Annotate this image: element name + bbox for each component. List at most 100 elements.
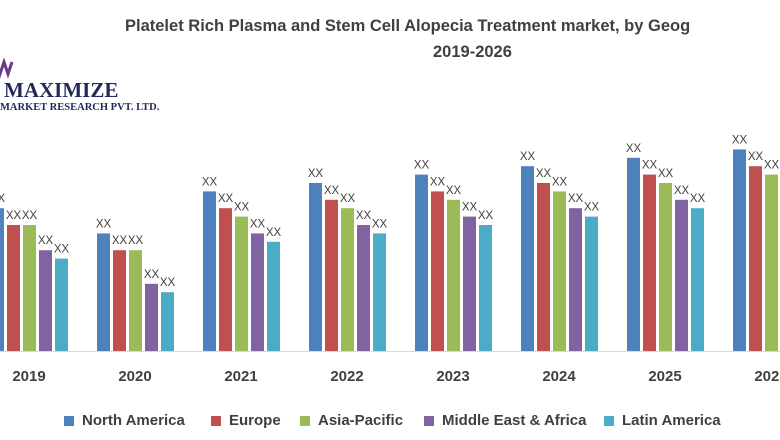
legend-label: Europe: [229, 412, 281, 429]
data-label: XX: [584, 202, 600, 214]
logo-subtext: MARKET RESEARCH PVT. LTD.: [0, 102, 160, 113]
data-label: XX: [674, 185, 690, 197]
data-label: XX: [54, 244, 70, 256]
bar-2026-0: [733, 149, 746, 351]
legend-swatch: [64, 415, 74, 426]
data-label: XX: [462, 202, 478, 214]
bar-2020-0: [97, 233, 110, 351]
bar-2022-4: [373, 233, 386, 351]
bar-2021-3: [251, 233, 264, 351]
bar-2022-2: [341, 208, 354, 351]
data-label: XX: [732, 134, 748, 146]
data-label: XX: [372, 218, 388, 230]
data-label: XX: [520, 151, 536, 163]
x-tick-label: 2021: [224, 368, 257, 385]
x-tick-label: 2023: [436, 368, 469, 385]
bar-2022-3: [357, 225, 370, 351]
bar-2021-2: [235, 216, 248, 351]
bar-2026-2: [765, 174, 778, 351]
data-label: XX: [478, 210, 494, 222]
bar-2019-4: [55, 258, 68, 351]
data-label: XX: [626, 143, 642, 155]
bar-2019-0: [0, 208, 4, 351]
legend: North America Europe Asia-Pacific Middle Ea…: [0, 412, 780, 434]
data-label: XX: [340, 193, 356, 205]
bar-2026-1: [749, 166, 762, 351]
data-label: XX: [536, 168, 552, 180]
logo-text: MAXIMIZE: [4, 78, 119, 102]
bar-2025-4: [691, 208, 704, 351]
bar-2025-2: [659, 183, 672, 351]
legend-swatch: [300, 415, 310, 426]
bar-2019-3: [39, 250, 52, 351]
x-tick-label: 2025: [648, 368, 681, 385]
legend-swatch: [604, 415, 614, 426]
data-label: XX: [112, 235, 128, 247]
data-label: XX: [324, 185, 340, 197]
data-label: XX: [6, 210, 22, 222]
data-label: XX: [250, 218, 266, 230]
bar-2024-0: [521, 166, 534, 351]
data-label: XX: [234, 202, 250, 214]
legend-item: Middle East & Africa: [424, 412, 586, 429]
bar-2023-2: [447, 199, 460, 351]
bar-2023-3: [463, 216, 476, 351]
legend-label: North America: [82, 412, 185, 429]
data-label: XX: [658, 168, 674, 180]
data-label: XX: [552, 176, 568, 188]
bar-2025-0: [627, 157, 640, 351]
logo-mark-icon: [0, 58, 14, 79]
legend-label: Middle East & Africa: [442, 412, 587, 429]
legend-swatch: [424, 415, 434, 426]
x-tick-label: 2026: [754, 368, 780, 385]
data-label: XX: [22, 210, 38, 222]
x-tick-label: 2020: [118, 368, 151, 385]
chart-subtitle: 2019-2026: [433, 43, 512, 61]
legend-item: Europe: [211, 412, 281, 429]
bar-2024-3: [569, 208, 582, 351]
data-label: XX: [160, 277, 176, 289]
data-label: XX: [266, 227, 282, 239]
bar-2020-4: [161, 292, 174, 351]
data-label: XX: [414, 160, 430, 172]
bar-2025-1: [643, 174, 656, 351]
bar-2024-1: [537, 183, 550, 351]
data-label: XX: [0, 193, 5, 205]
bar-chart: XXXXXXXXXX2019XXXXXXXXXX2020XXXXXXXXXX20…: [0, 134, 780, 385]
data-label: XX: [202, 176, 218, 188]
data-label: XX: [690, 193, 706, 205]
legend-item: North America: [64, 412, 185, 429]
data-label: XX: [356, 210, 372, 222]
legend-swatch: [211, 415, 221, 426]
bar-2019-2: [23, 225, 36, 351]
data-label: XX: [764, 160, 780, 172]
bar-2025-3: [675, 199, 688, 351]
data-label: XX: [642, 160, 658, 172]
x-tick-label: 2024: [542, 368, 576, 385]
bar-2019-1: [7, 225, 20, 351]
data-label: XX: [144, 269, 160, 281]
data-label: XX: [38, 235, 54, 247]
data-label: XX: [748, 151, 764, 163]
bar-2024-2: [553, 191, 566, 351]
chart-title: Platelet Rich Plasma and Stem Cell Alope…: [125, 17, 691, 35]
bar-2021-4: [267, 241, 280, 351]
data-label: XX: [446, 185, 462, 197]
x-tick-label: 2019: [12, 368, 45, 385]
legend-label: Latin America: [622, 412, 721, 429]
bar-2021-0: [203, 191, 216, 351]
bar-2023-0: [415, 174, 428, 351]
legend-item: Latin America: [604, 412, 721, 429]
bar-2022-1: [325, 199, 338, 351]
bar-2020-1: [113, 250, 126, 351]
legend-item: Asia-Pacific: [300, 412, 403, 429]
data-label: XX: [128, 235, 144, 247]
bar-2020-2: [129, 250, 142, 351]
bar-2021-1: [219, 208, 232, 351]
bar-2022-0: [309, 183, 322, 351]
data-label: XX: [218, 193, 234, 205]
bar-2020-3: [145, 283, 158, 351]
data-label: XX: [308, 168, 324, 180]
data-label: XX: [568, 193, 584, 205]
data-label: XX: [430, 176, 446, 188]
